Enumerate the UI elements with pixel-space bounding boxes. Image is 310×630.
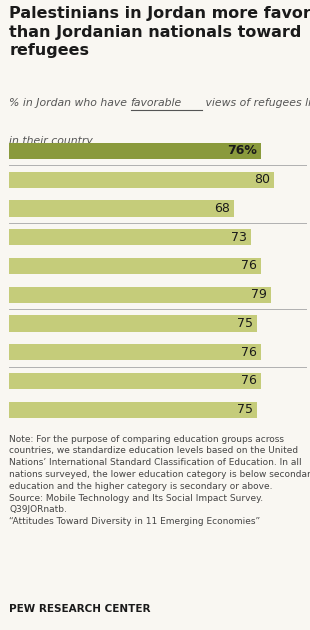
Text: 80: 80 (254, 173, 270, 186)
Text: 75: 75 (237, 317, 253, 330)
Text: in their country: in their country (9, 136, 93, 146)
Bar (9, 143, 261, 159)
Text: 68: 68 (214, 202, 230, 215)
Bar (9, 172, 274, 188)
Bar (9, 287, 271, 303)
Text: % in Jordan who have: % in Jordan who have (9, 98, 131, 108)
Text: favorable: favorable (131, 98, 182, 108)
Text: views of refugees living: views of refugees living (202, 98, 310, 108)
Bar (9, 402, 257, 418)
Bar (9, 258, 261, 274)
Text: 76%: 76% (227, 144, 257, 158)
Bar (9, 344, 261, 360)
Text: 76: 76 (241, 374, 257, 387)
Text: 73: 73 (231, 231, 247, 244)
Text: PEW RESEARCH CENTER: PEW RESEARCH CENTER (9, 604, 151, 614)
Text: Palestinians in Jordan more favorable
than Jordanian nationals toward
refugees: Palestinians in Jordan more favorable th… (9, 6, 310, 59)
Text: 75: 75 (237, 403, 253, 416)
Bar (9, 200, 234, 217)
Text: 76: 76 (241, 346, 257, 358)
Bar (9, 373, 261, 389)
Text: 76: 76 (241, 260, 257, 273)
Text: Note: For the purpose of comparing education groups across
countries, we standar: Note: For the purpose of comparing educa… (9, 435, 310, 526)
Bar (9, 229, 251, 245)
Text: 79: 79 (251, 288, 267, 301)
Bar (9, 316, 257, 331)
